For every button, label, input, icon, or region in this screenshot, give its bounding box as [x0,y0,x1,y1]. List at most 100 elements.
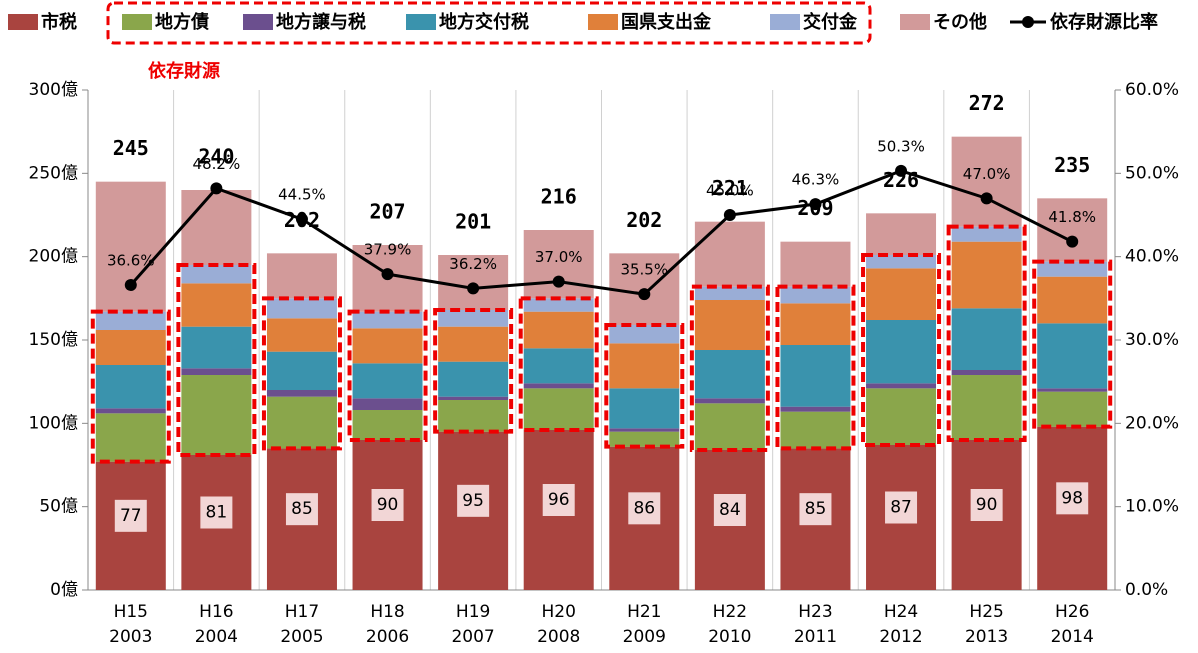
line-label: 46.3% [792,171,840,189]
bar-segment [1037,388,1108,392]
value-label-box [542,484,575,516]
bar-segment [694,286,765,300]
x-tick-label: 2003 [109,627,152,647]
bar-segment [266,298,337,319]
total-label: 221 [712,176,748,200]
line-label: 37.9% [364,241,412,259]
bar-segment [780,345,851,407]
legend-marker [1022,16,1034,28]
bar-segment [352,398,423,410]
y-tick-label: 200億 [29,247,78,267]
value-label-box [285,493,318,526]
bar-segment [609,428,680,432]
line-marker [295,213,308,226]
group-box [946,224,1027,442]
line-label: 36.2% [449,255,497,273]
group-box [90,309,171,464]
bar-segment [266,351,337,390]
bar-segment [694,300,765,350]
line-marker [381,268,394,281]
x-tick-label: 2014 [1051,627,1094,647]
legend-label: 地方債 [155,11,209,33]
value-label-box [885,491,918,524]
line-marker [210,182,223,195]
bar-segment [181,368,252,375]
line-label: 35.5% [620,261,668,279]
legend-label: 市税 [41,11,77,33]
total-label: 202 [626,208,662,232]
y2-tick-label: 10.0% [1125,497,1179,517]
bar-segment [609,431,680,447]
value-label-box [371,489,404,521]
bar-segment [523,348,594,384]
bar-segment [438,400,509,432]
bar-segment [1037,261,1108,277]
bar-segment [352,363,423,399]
value-label-box [114,499,147,532]
y2-tick-label: 60.0% [1125,80,1179,100]
x-tick-label: H22 [713,602,747,622]
x-tick-label: 2013 [965,627,1008,647]
bar-segment [523,298,594,312]
line-marker [124,279,137,291]
bar-segment [866,388,937,445]
group-box [604,323,685,449]
value-label: 77 [120,506,142,526]
x-tick-label: H17 [285,602,319,622]
value-label: 81 [206,503,228,523]
y2-tick-label: 30.0% [1125,330,1179,350]
value-label: 85 [291,499,313,519]
bar-segment [438,310,509,327]
total-label: 207 [369,200,405,224]
line-label: 48.2% [193,155,241,173]
value-label-box [713,494,746,526]
bar-segment [694,221,765,287]
line-marker [1066,235,1079,248]
bar-segment [266,318,337,352]
value-label-box [970,489,1003,521]
group-box [433,308,514,434]
line-marker [552,275,565,288]
legend-label: 交付金 [803,11,858,33]
legend-swatch [900,14,930,30]
bar-segment [352,410,423,440]
x-tick-label: 2005 [280,627,323,647]
bar-segment [181,190,252,265]
group-box [1032,259,1113,429]
value-label: 90 [377,495,399,515]
x-tick-label: 2012 [879,627,922,647]
bar-segment [609,343,680,389]
line-label: 36.6% [107,252,155,270]
y2-tick-label: 0.0% [1125,580,1168,600]
bar-segment [95,311,166,330]
group-label: 依存財源 [148,60,220,82]
line-label: 41.8% [1048,208,1096,226]
bar-segment [523,311,594,349]
total-label: 201 [455,210,491,234]
bar-segment [181,326,252,369]
value-label: 90 [976,495,998,515]
x-tick-label: H21 [627,602,661,622]
bar-segment [1037,276,1108,324]
x-tick-label: H16 [199,602,233,622]
value-label: 87 [890,498,912,518]
bar-segment [694,350,765,399]
bar-segment [438,361,509,397]
bar-segment [780,241,851,287]
group-box [261,296,342,451]
y-tick-label: 50億 [39,497,78,517]
x-tick-label: 2004 [195,627,238,647]
bar-segment [694,403,765,450]
bar-segment [352,311,423,329]
legend-swatch [588,14,618,30]
group-box [861,253,942,447]
legend-label: 地方交付税 [439,11,529,33]
bar-segment [951,226,1022,242]
line-marker [980,192,993,205]
legend-swatch [122,14,152,30]
bar-segment [866,255,937,269]
bar-segment [1037,323,1108,389]
total-label: 235 [1054,153,1090,177]
x-tick-label: 2009 [623,627,666,647]
y-tick-label: 0億 [50,580,78,600]
